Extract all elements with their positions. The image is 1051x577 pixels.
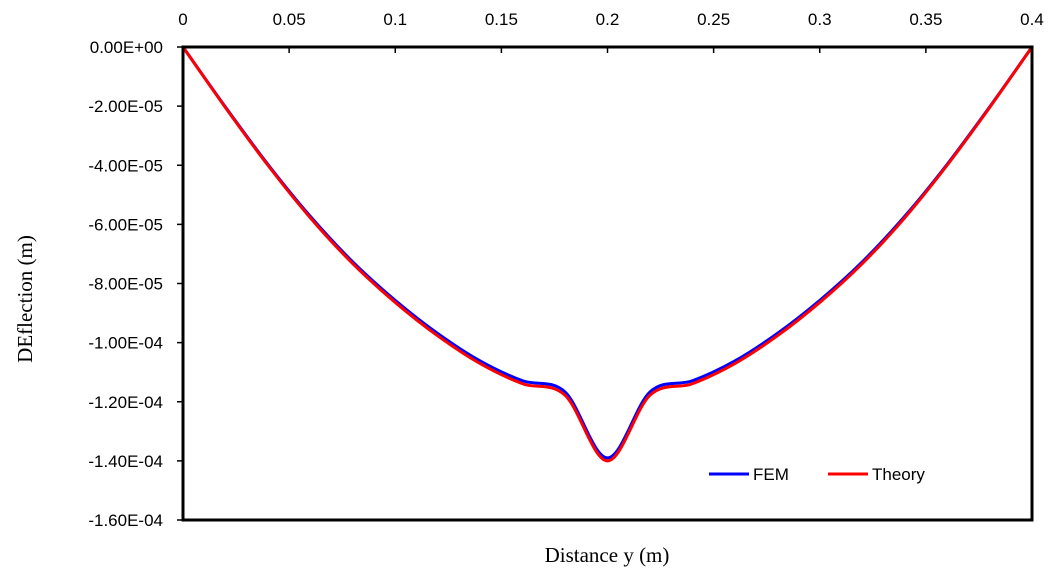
y-tick-labels: 0.00E+00 -2.00E-05 -4.00E-05 -6.00E-05 -8.00… (88, 38, 163, 530)
x-tick-label: 0.25 (697, 10, 730, 29)
x-axis-title: Distance y (m) (545, 543, 670, 567)
x-tick-label: 0.3 (808, 10, 832, 29)
x-tick-label: 0.2 (596, 10, 620, 29)
y-tick-label: -8.00E-05 (88, 275, 163, 294)
y-tick-label: -1.20E-04 (88, 393, 163, 412)
series-line-fem (181, 45, 1034, 460)
x-tick-label: 0.35 (909, 10, 942, 29)
tick-marks (177, 46, 1033, 521)
x-tick-label: 0.4 (1020, 10, 1044, 29)
y-tick-label: -1.60E-04 (88, 511, 163, 530)
plot-area-frame (181, 45, 1034, 522)
series-line-theory (181, 45, 1034, 463)
x-tick-label: 0.1 (383, 10, 407, 29)
x-tick-label: 0.05 (273, 10, 306, 29)
x-tick-label: 0 (178, 10, 187, 29)
legend: FEM Theory (709, 465, 925, 484)
y-tick-label: -1.00E-04 (88, 334, 163, 353)
x-tick-label: 0.15 (485, 10, 518, 29)
y-tick-label: -4.00E-05 (88, 156, 163, 175)
x-tick-labels: 0 0.05 0.1 0.15 0.2 0.25 0.3 0.35 0.4 (178, 10, 1044, 29)
y-tick-label: -6.00E-05 (88, 215, 163, 234)
y-tick-label: 0.00E+00 (90, 38, 163, 57)
legend-label-theory: Theory (872, 465, 925, 484)
legend-label-fem: FEM (753, 465, 789, 484)
y-tick-label: -1.40E-04 (88, 452, 163, 471)
y-axis-title: DEflection (m) (13, 235, 37, 363)
series-lines (181, 45, 1034, 463)
y-tick-label: -2.00E-05 (88, 97, 163, 116)
